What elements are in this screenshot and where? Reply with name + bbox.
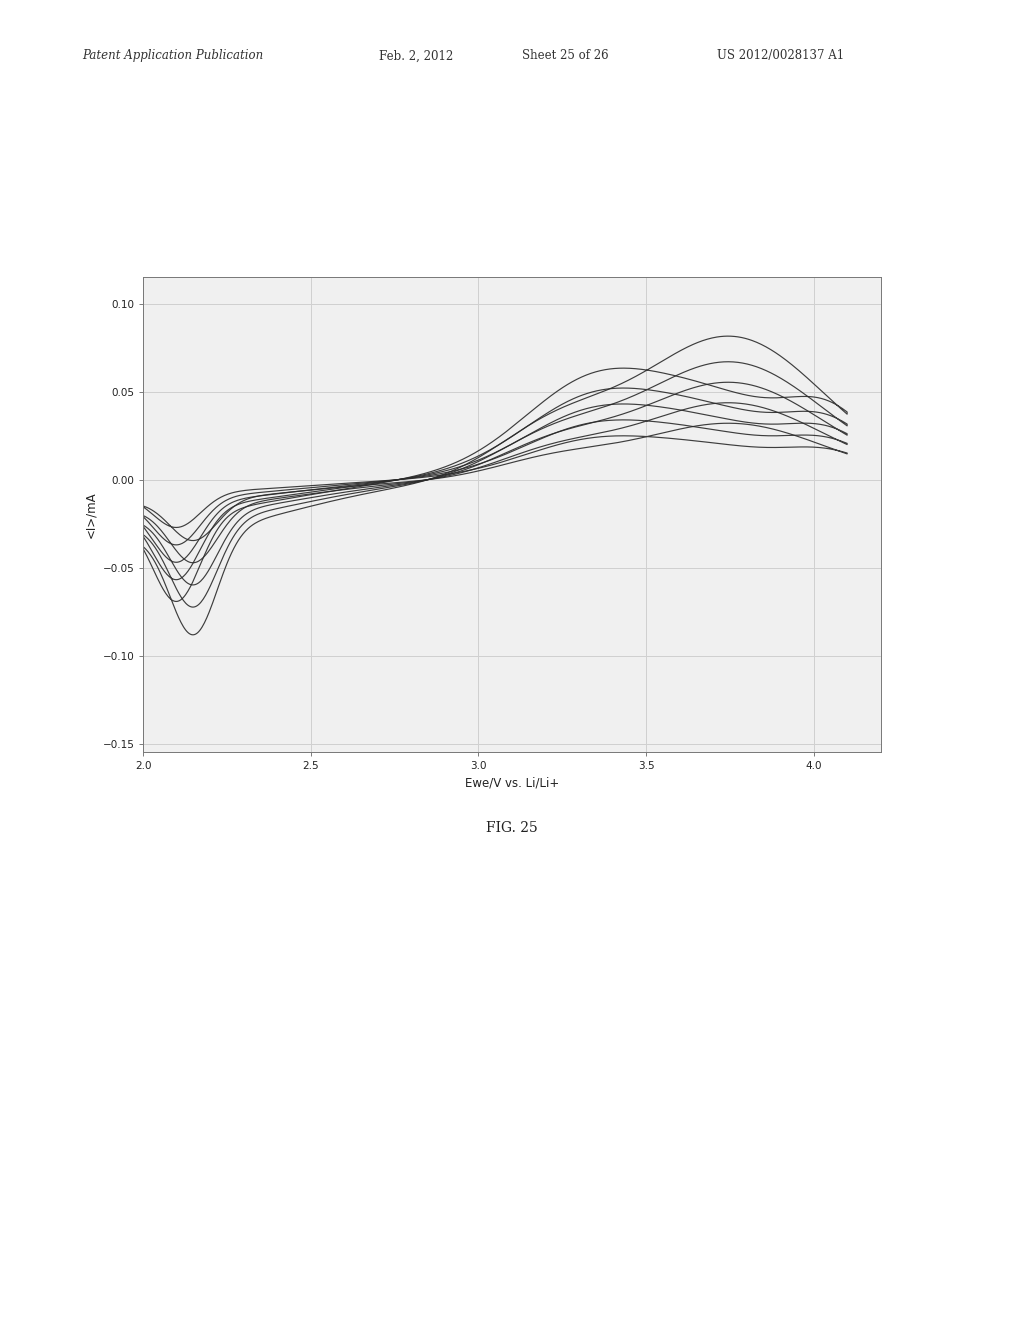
Y-axis label: <I>/mA: <I>/mA: [84, 491, 97, 539]
X-axis label: Ewe/V vs. Li/Li+: Ewe/V vs. Li/Li+: [465, 777, 559, 789]
Text: Patent Application Publication: Patent Application Publication: [82, 49, 263, 62]
Text: Sheet 25 of 26: Sheet 25 of 26: [522, 49, 609, 62]
Text: FIG. 25: FIG. 25: [486, 821, 538, 834]
Text: Feb. 2, 2012: Feb. 2, 2012: [379, 49, 454, 62]
Text: US 2012/0028137 A1: US 2012/0028137 A1: [717, 49, 844, 62]
